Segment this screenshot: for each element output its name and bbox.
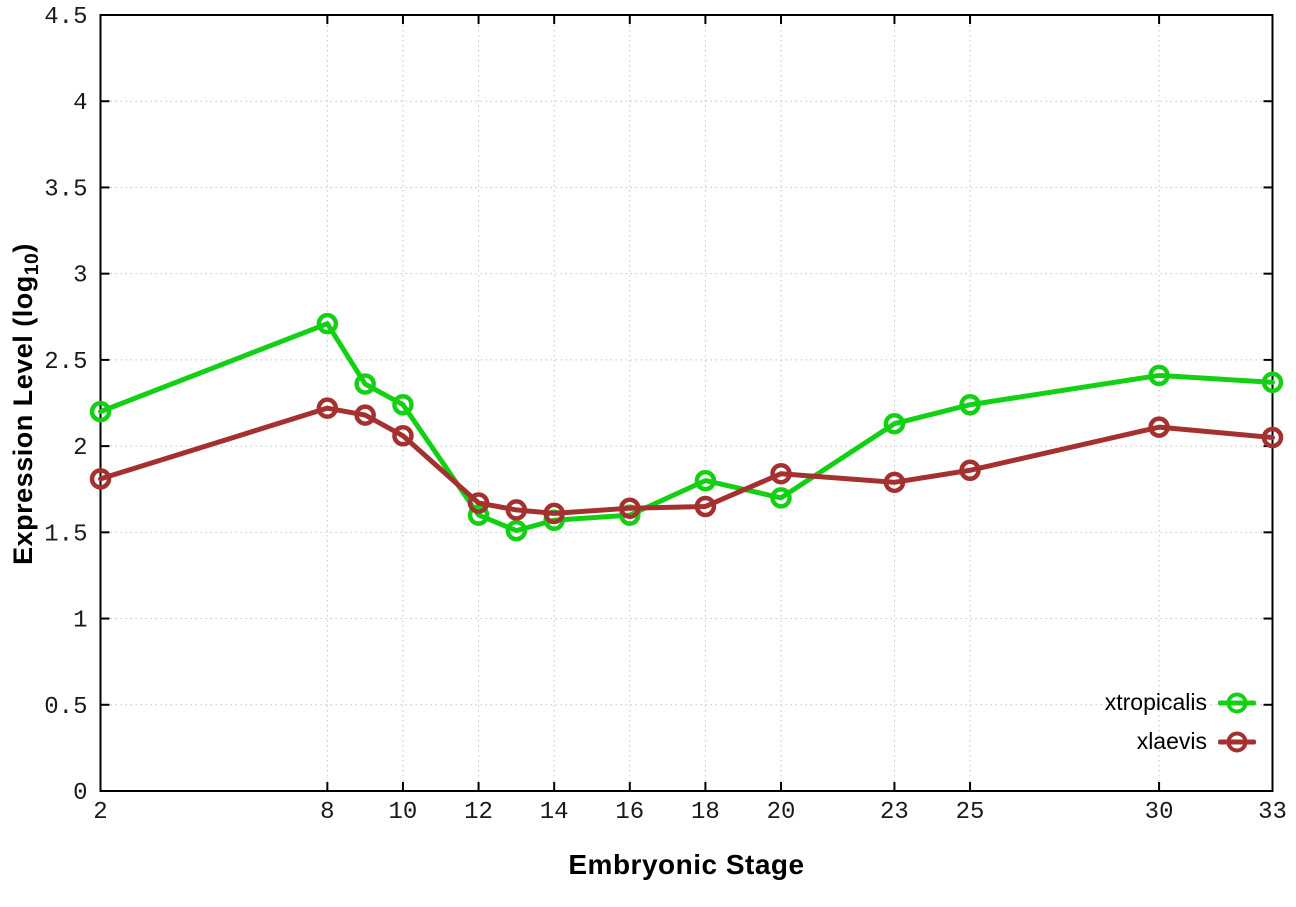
x-tick-label: 33 [1258, 799, 1287, 826]
legend-item-xlaevis: xlaevis [1105, 722, 1256, 761]
y-axis-title: Expression Level (log10) [8, 243, 44, 565]
legend-sample-xlaevis-icon [1218, 730, 1256, 754]
y-tick-label: 1.5 [44, 521, 87, 548]
data-point-marker-xlaevis [1261, 426, 1284, 449]
data-point-marker-xlaevis [316, 397, 339, 419]
plot-border [99, 14, 1274, 792]
axis-ticks [99, 14, 1274, 792]
y-tick-label: 2 [73, 435, 87, 462]
data-point-marker-xtropicalis [883, 412, 906, 435]
data-point-marker-xlaevis [505, 499, 528, 521]
x-tick-label: 14 [540, 799, 569, 826]
x-tick-label: 30 [1145, 799, 1174, 826]
data-point-marker-xlaevis [1148, 416, 1170, 438]
y-tick-label: 0.5 [44, 694, 87, 721]
x-tick-label: 12 [464, 799, 493, 826]
data-point-marker-xlaevis [619, 497, 641, 519]
legend-label-xlaevis: xlaevis [1136, 728, 1207, 754]
data-point-marker-xtropicalis [354, 373, 376, 395]
x-tick-label: 23 [880, 799, 909, 826]
data-point-marker-xlaevis [959, 459, 981, 482]
y-tick-label: 2.5 [44, 349, 87, 376]
y-axis-title-close: ) [7, 243, 38, 253]
y-tick-label: 1 [73, 608, 87, 635]
data-point-marker-xlaevis [392, 425, 414, 447]
data-point-marker-xlaevis [467, 492, 490, 514]
data-point-marker-xtropicalis [959, 393, 981, 416]
data-point-marker-xtropicalis [1261, 371, 1284, 394]
data-point-marker-xtropicalis [392, 393, 414, 416]
x-tick-label: 20 [767, 799, 796, 826]
data-point-marker-xlaevis [883, 471, 906, 494]
data-point-marker-xtropicalis [467, 504, 490, 526]
y-tick-label: 4.5 [44, 4, 87, 31]
data-point-marker-xtropicalis [89, 400, 112, 423]
x-tick-label: 25 [956, 799, 985, 826]
legend-label-xtropicalis: xtropicalis [1104, 689, 1207, 715]
x-tick-label: 8 [320, 799, 334, 826]
data-point-marker-xlaevis [770, 462, 792, 485]
y-axis-title-subscript: 10 [21, 252, 44, 276]
series-line-xtropicalis [98, 321, 1275, 534]
x-tick-labels: 2 8 10 12 14 16 18 20 23 25 30 33 [93, 799, 1287, 826]
y-tick-label: 3.5 [44, 176, 87, 203]
legend: xtropicalis xlaevis [1105, 683, 1256, 761]
legend-item-xtropicalis: xtropicalis [1105, 683, 1256, 722]
y-axis-title-text: Expression Level (log [7, 275, 38, 565]
series-line-xlaevis [98, 405, 1275, 516]
data-point-marker-xtropicalis [316, 312, 339, 335]
data-point-marker-xlaevis [694, 495, 717, 518]
gridlines [100, 14, 1273, 792]
data-point-marker-xlaevis [543, 502, 565, 525]
data-point-marker-xtropicalis [694, 469, 717, 492]
data-point-marker-xtropicalis [770, 487, 792, 509]
data-point-marker-xlaevis [354, 404, 376, 426]
y-tick-labels: 0 0.5 1 1.5 2 2.5 3 3.5 4 4.5 [44, 4, 87, 807]
legend-circle-icon [1226, 731, 1248, 752]
data-point-marker-xtropicalis [505, 519, 528, 542]
x-tick-label: 10 [389, 799, 418, 826]
series-xlaevis [89, 397, 1284, 525]
x-tick-label: 2 [93, 799, 107, 826]
y-tick-label: 0 [73, 780, 87, 807]
x-tick-label: 16 [615, 799, 644, 826]
x-axis-title: Embryonic Stage [568, 849, 805, 880]
series-xtropicalis [89, 312, 1284, 542]
data-point-marker-xtropicalis [1148, 364, 1170, 387]
legend-sample-xtropicalis-icon [1218, 691, 1256, 715]
y-tick-label: 3 [73, 263, 87, 290]
data-point-marker-xlaevis [89, 468, 112, 490]
legend-circle-icon [1226, 692, 1248, 713]
x-tick-label: 18 [691, 799, 720, 826]
y-tick-label: 4 [73, 90, 87, 117]
